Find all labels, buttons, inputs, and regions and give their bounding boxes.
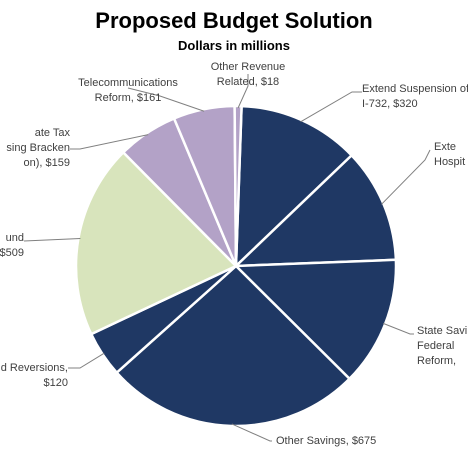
slice-label-5: d Reversions, $120 bbox=[1, 362, 68, 389]
leader-line-9 bbox=[237, 74, 249, 109]
leader-line-1 bbox=[300, 91, 362, 123]
slice-label-7: ate Tax sing Bracken on), $159 bbox=[6, 127, 70, 169]
slice-label-1: Extend Suspension of I-732, $320 bbox=[362, 83, 468, 110]
slice-label-3: State Savi Federal Reform, bbox=[417, 325, 467, 367]
slice-label-8: Telecommunications Reform, $161 bbox=[78, 77, 178, 104]
leader-line-6 bbox=[23, 237, 81, 242]
chart-title: Proposed Budget Solution bbox=[95, 8, 373, 33]
pie-slice-2 bbox=[232, 153, 398, 268]
leader-line-3 bbox=[383, 322, 414, 335]
pie-slice-9 bbox=[233, 104, 243, 267]
pie-slice-4 bbox=[114, 264, 352, 428]
pie-slice-1 bbox=[234, 104, 354, 270]
leader-line-8 bbox=[127, 87, 205, 112]
leader-line-4 bbox=[231, 423, 272, 442]
slice-label-2: Exte Hospit bbox=[434, 141, 465, 168]
leader-line-5 bbox=[68, 352, 105, 369]
slice-label-9: Other Revenue Related, $18 bbox=[211, 61, 286, 88]
slice-label-6: und $509 bbox=[0, 232, 24, 259]
chart-subtitle: Dollars in millions bbox=[178, 38, 290, 53]
leader-line-7 bbox=[70, 134, 149, 150]
slice-label-4: Other Savings, $675 bbox=[276, 435, 376, 447]
leader-line-2 bbox=[381, 149, 431, 205]
